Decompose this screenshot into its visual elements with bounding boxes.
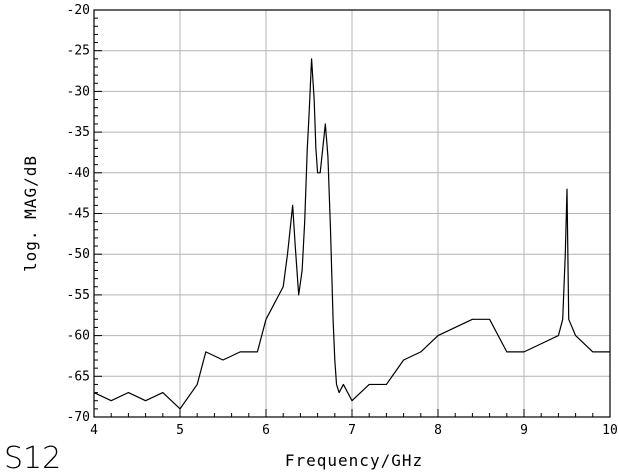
y-axis-label: log. MAG/dB (21, 155, 40, 272)
x-tick-label: 8 (434, 423, 442, 438)
y-tick-label: -50 (67, 247, 90, 262)
y-tick-label: -65 (67, 369, 90, 384)
x-tick-label: 10 (602, 423, 618, 438)
y-tick-label: -55 (67, 288, 90, 303)
y-tick-label: -25 (67, 44, 90, 59)
x-axis-label: Frequency/GHz (285, 451, 423, 470)
y-tick-label: -70 (67, 410, 90, 425)
x-tick-label: 9 (520, 423, 528, 438)
x-tick-label: 7 (348, 423, 356, 438)
y-tick-label: -30 (67, 84, 90, 99)
x-tick-label: 5 (176, 423, 184, 438)
y-tick-label: -60 (67, 329, 90, 344)
y-tick-label: -20 (67, 3, 90, 18)
parameter-label: S12 (4, 441, 61, 472)
y-tick-label: -40 (67, 166, 90, 181)
y-tick-label: -45 (67, 207, 90, 222)
plot-frame (93, 9, 611, 418)
x-tick-label: 6 (262, 423, 270, 438)
x-tick-label: 4 (90, 423, 98, 438)
y-tick-label: -35 (67, 125, 90, 140)
trace-line (93, 58, 610, 410)
